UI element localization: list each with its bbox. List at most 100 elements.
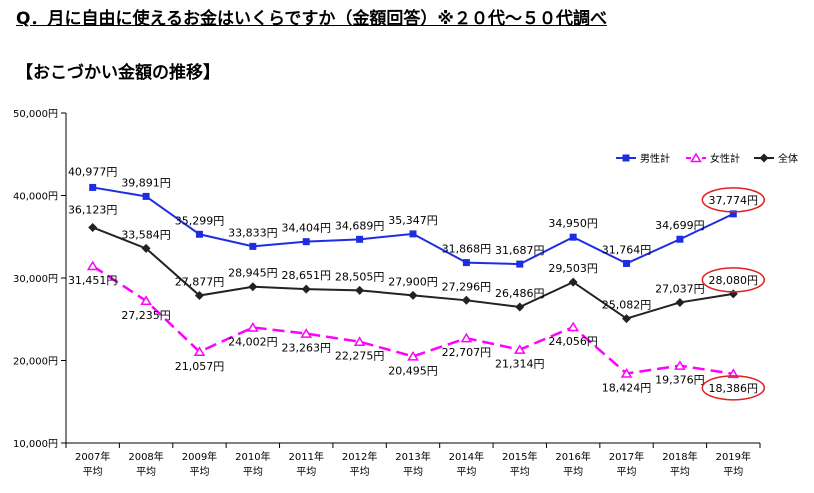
x-tick-label-line: 2009年 bbox=[182, 450, 217, 463]
data-point bbox=[675, 297, 685, 307]
data-point bbox=[355, 285, 365, 295]
data-label: 28,080円 bbox=[709, 274, 759, 287]
x-tick-label: 2016年平均 bbox=[555, 450, 590, 478]
data-label: 22,275円 bbox=[335, 350, 385, 363]
data-point bbox=[622, 314, 632, 324]
data-point bbox=[142, 192, 150, 200]
data-point bbox=[248, 282, 258, 292]
x-tick-label: 2019年平均 bbox=[716, 450, 751, 478]
data-point bbox=[194, 291, 204, 301]
data-label: 20,495円 bbox=[388, 364, 438, 377]
data-label: 27,296円 bbox=[442, 280, 492, 293]
data-label: 34,404円 bbox=[281, 222, 331, 235]
legend-label: 女性計 bbox=[710, 152, 740, 165]
data-label: 37,774円 bbox=[709, 194, 759, 207]
data-point bbox=[408, 290, 418, 300]
data-label: 36,123円 bbox=[68, 203, 118, 216]
data-label: 27,900円 bbox=[388, 275, 438, 288]
x-tick-label-line: 平均 bbox=[563, 466, 583, 478]
x-tick-label-line: 平均 bbox=[296, 466, 316, 478]
legend-marker bbox=[690, 152, 702, 163]
data-label: 18,424円 bbox=[602, 382, 652, 395]
data-point bbox=[728, 289, 738, 299]
highlight-ellipse bbox=[701, 375, 766, 401]
x-tick-label: 2010年平均 bbox=[235, 450, 270, 478]
data-label: 24,002円 bbox=[228, 335, 278, 348]
data-point bbox=[247, 322, 259, 332]
data-point bbox=[356, 235, 364, 243]
data-point bbox=[568, 277, 578, 287]
data-label: 21,057円 bbox=[175, 360, 225, 373]
data-point bbox=[140, 295, 152, 306]
data-point bbox=[195, 230, 203, 238]
data-point bbox=[515, 302, 525, 312]
data-label: 39,891円 bbox=[121, 176, 171, 189]
data-label: 26,486円 bbox=[495, 287, 545, 300]
data-label: 22,707円 bbox=[442, 346, 492, 359]
data-point bbox=[567, 321, 579, 332]
x-tick-label-line: 2010年 bbox=[235, 450, 270, 463]
data-label: 40,977円 bbox=[68, 165, 118, 178]
data-label: 25,082円 bbox=[602, 299, 652, 312]
data-point bbox=[513, 344, 526, 354]
x-tick-label-line: 平均 bbox=[136, 466, 156, 478]
x-tick-label-line: 平均 bbox=[670, 466, 690, 478]
data-point bbox=[301, 284, 311, 294]
data-point bbox=[623, 259, 631, 267]
x-tick-label: 2012年平均 bbox=[342, 450, 377, 478]
data-label: 33,833円 bbox=[228, 226, 278, 239]
x-tick-label: 2008年平均 bbox=[128, 450, 163, 478]
y-tick-label: 10,000円 bbox=[13, 439, 58, 450]
legend-marker bbox=[759, 153, 769, 163]
data-point bbox=[407, 350, 419, 361]
x-tick-label-line: 2014年 bbox=[449, 450, 484, 463]
data-point bbox=[141, 243, 151, 253]
data-label: 34,689円 bbox=[335, 219, 385, 232]
x-tick-label-line: 平均 bbox=[510, 466, 530, 478]
y-tick-label: 50,000円 bbox=[13, 109, 58, 120]
series-0 bbox=[89, 183, 737, 268]
data-label: 34,950円 bbox=[548, 217, 598, 230]
data-label: 28,945円 bbox=[228, 267, 278, 280]
x-tick-label: 2009年平均 bbox=[182, 450, 217, 478]
data-label: 28,505円 bbox=[335, 270, 385, 283]
x-tick-label: 2007年平均 bbox=[75, 450, 110, 478]
data-point bbox=[89, 183, 97, 191]
data-label: 31,687円 bbox=[495, 244, 545, 257]
data-label: 28,651円 bbox=[281, 269, 331, 282]
y-tick-label: 40,000円 bbox=[13, 192, 58, 203]
highlight-ellipse bbox=[701, 187, 766, 213]
data-label: 33,584円 bbox=[121, 228, 171, 241]
chart-legend: 男性計 女性計 全体 bbox=[616, 152, 798, 165]
data-label: 23,263円 bbox=[281, 342, 331, 355]
data-point bbox=[462, 259, 470, 267]
data-point bbox=[193, 346, 206, 357]
series-1 bbox=[86, 260, 740, 379]
x-tick-label-line: 2015年 bbox=[502, 450, 537, 463]
data-label: 31,868円 bbox=[442, 243, 492, 256]
data-point bbox=[460, 332, 473, 343]
legend-item: 女性計 bbox=[686, 152, 740, 165]
x-tick-label: 2014年平均 bbox=[449, 450, 484, 478]
x-tick-label-line: 2011年 bbox=[289, 450, 324, 463]
data-point bbox=[516, 260, 524, 268]
data-label: 29,503円 bbox=[548, 262, 598, 275]
data-point bbox=[300, 328, 313, 338]
data-label: 27,235円 bbox=[121, 309, 171, 322]
x-tick-label: 2017年平均 bbox=[609, 450, 644, 478]
data-point bbox=[676, 235, 684, 243]
legend-label: 全体 bbox=[778, 152, 798, 165]
legend-marker bbox=[622, 154, 630, 162]
x-tick-label: 2015年平均 bbox=[502, 450, 537, 478]
data-point bbox=[302, 238, 310, 246]
x-tick-label-line: 2007年 bbox=[75, 450, 110, 463]
question-title: Q．月に自由に使えるお金はいくらですか（金額回答）※２０代～５０代調べ bbox=[16, 9, 607, 29]
y-tick-label: 30,000円 bbox=[13, 274, 58, 285]
data-label: 27,037円 bbox=[655, 282, 705, 295]
chart-axes: 10,000円 20,000円 30,000円 40,000円 50,000円 2007年… bbox=[13, 109, 761, 478]
data-point bbox=[353, 336, 366, 346]
x-tick-label-line: 平均 bbox=[723, 466, 743, 478]
x-tick-label-line: 2017年 bbox=[609, 450, 644, 463]
